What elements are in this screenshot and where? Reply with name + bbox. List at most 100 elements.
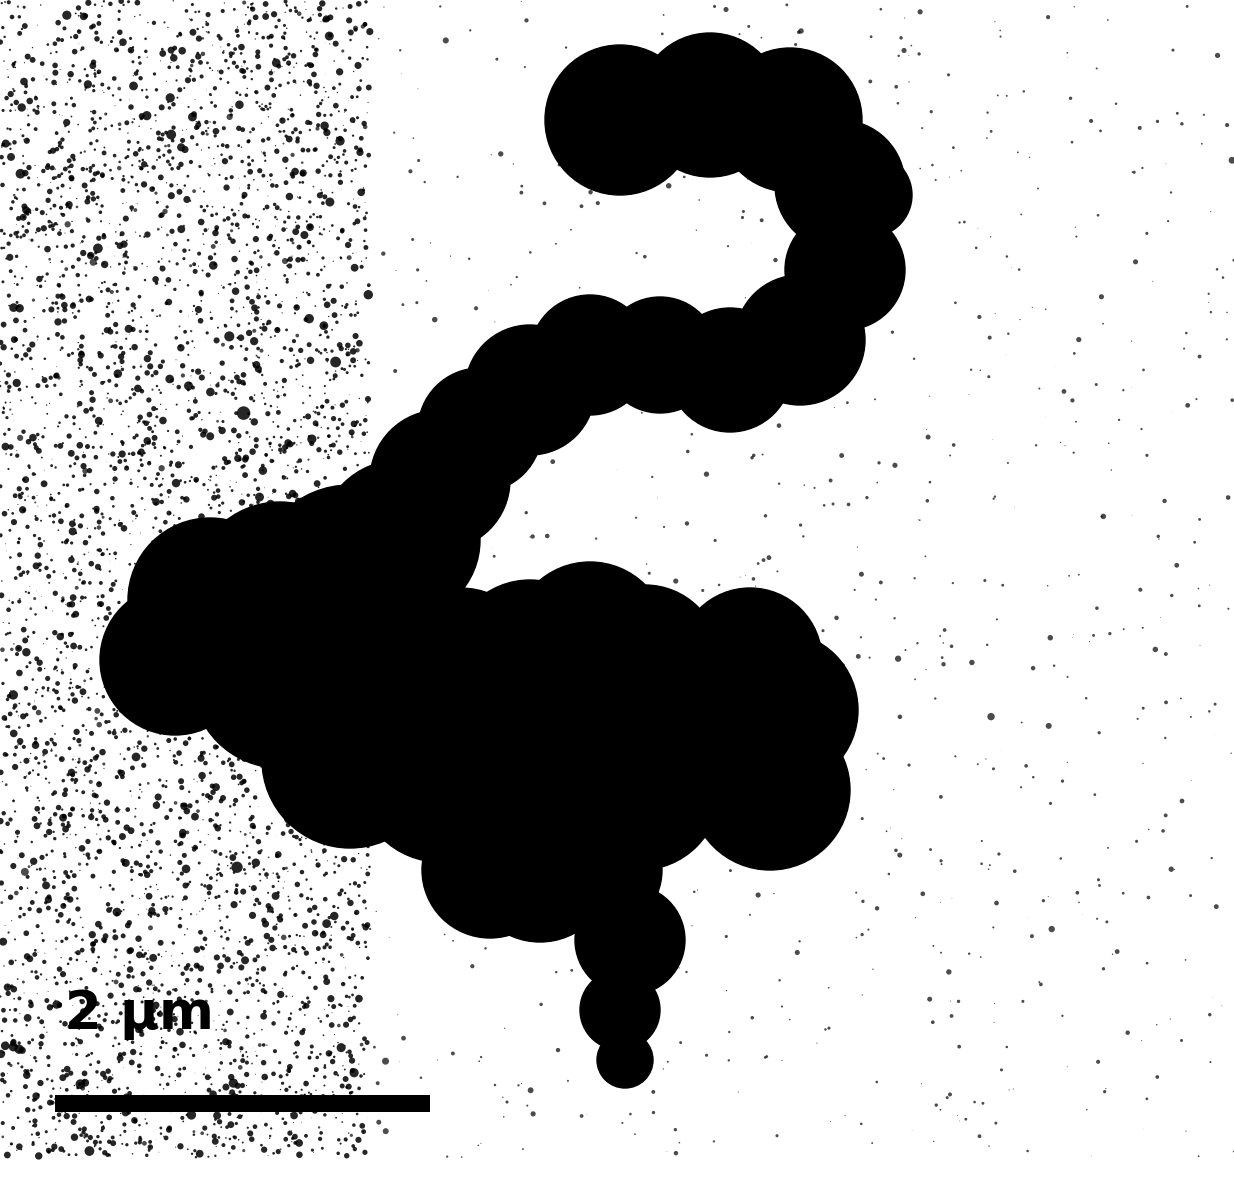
Point [139,452,159,471]
Point [232,1076,252,1095]
Point [286,457,306,476]
Point [909,511,929,530]
Point [300,309,320,328]
Point [43,822,63,841]
Point [264,427,284,446]
Point [22,388,42,407]
Point [329,884,349,903]
Point [327,824,347,843]
Point [205,126,225,146]
Point [0,379,19,398]
Point [216,685,236,704]
Point [157,528,176,548]
Point [53,266,73,285]
Point [210,1081,230,1100]
Point [225,1127,244,1146]
Point [332,996,352,1015]
Point [342,161,362,180]
Point [162,957,181,976]
Point [320,1045,339,1064]
Point [60,168,80,187]
Point [0,119,17,138]
Point [81,134,101,153]
Point [185,389,205,408]
Point [28,221,48,240]
Point [241,810,260,829]
Point [428,1051,448,1070]
Point [755,506,775,525]
Point [155,900,175,919]
Point [107,701,127,721]
Point [355,221,375,240]
Point [101,161,121,180]
Point [359,353,379,372]
Point [142,842,162,861]
Point [101,457,121,476]
Point [252,636,271,655]
Point [115,258,135,277]
Point [48,416,68,435]
Point [100,371,120,390]
Point [204,237,223,256]
Point [343,626,363,645]
Point [202,982,222,1001]
Point [0,333,11,352]
Point [506,358,526,377]
Point [246,82,265,101]
Point [14,225,33,245]
Point [352,582,371,601]
Point [88,163,107,183]
Point [326,847,346,866]
Point [278,256,297,276]
Point [222,555,242,574]
Circle shape [775,120,905,251]
Point [291,1104,311,1123]
Point [220,983,239,1002]
Point [174,582,194,601]
Point [59,152,79,171]
Point [210,911,230,931]
Point [0,772,12,791]
Point [697,464,717,483]
Point [517,407,537,426]
Point [121,688,141,707]
Point [17,766,37,785]
Point [202,979,222,999]
Point [132,254,152,273]
Point [239,618,259,637]
Point [1212,996,1232,1015]
Point [57,1065,77,1084]
Point [77,721,96,740]
Point [193,410,212,429]
Point [252,94,271,113]
Point [789,822,808,841]
Point [141,357,160,376]
Point [233,1046,253,1065]
Point [294,394,313,413]
Point [36,742,56,761]
Point [146,438,165,457]
Point [14,154,33,173]
Point [54,806,74,826]
Point [974,1094,993,1113]
Point [268,387,288,406]
Point [317,975,337,994]
Point [210,122,230,141]
Point [236,465,255,484]
Point [265,136,285,155]
Point [443,728,463,747]
Point [895,8,914,27]
Point [234,0,254,12]
Point [349,877,369,896]
Point [109,965,128,984]
Point [292,993,312,1012]
Point [264,785,284,804]
Point [310,5,329,24]
Point [1,810,21,829]
Point [83,740,102,759]
Point [299,530,318,549]
Point [808,302,828,321]
Point [184,659,204,678]
Point [0,709,15,728]
Point [347,1105,366,1124]
